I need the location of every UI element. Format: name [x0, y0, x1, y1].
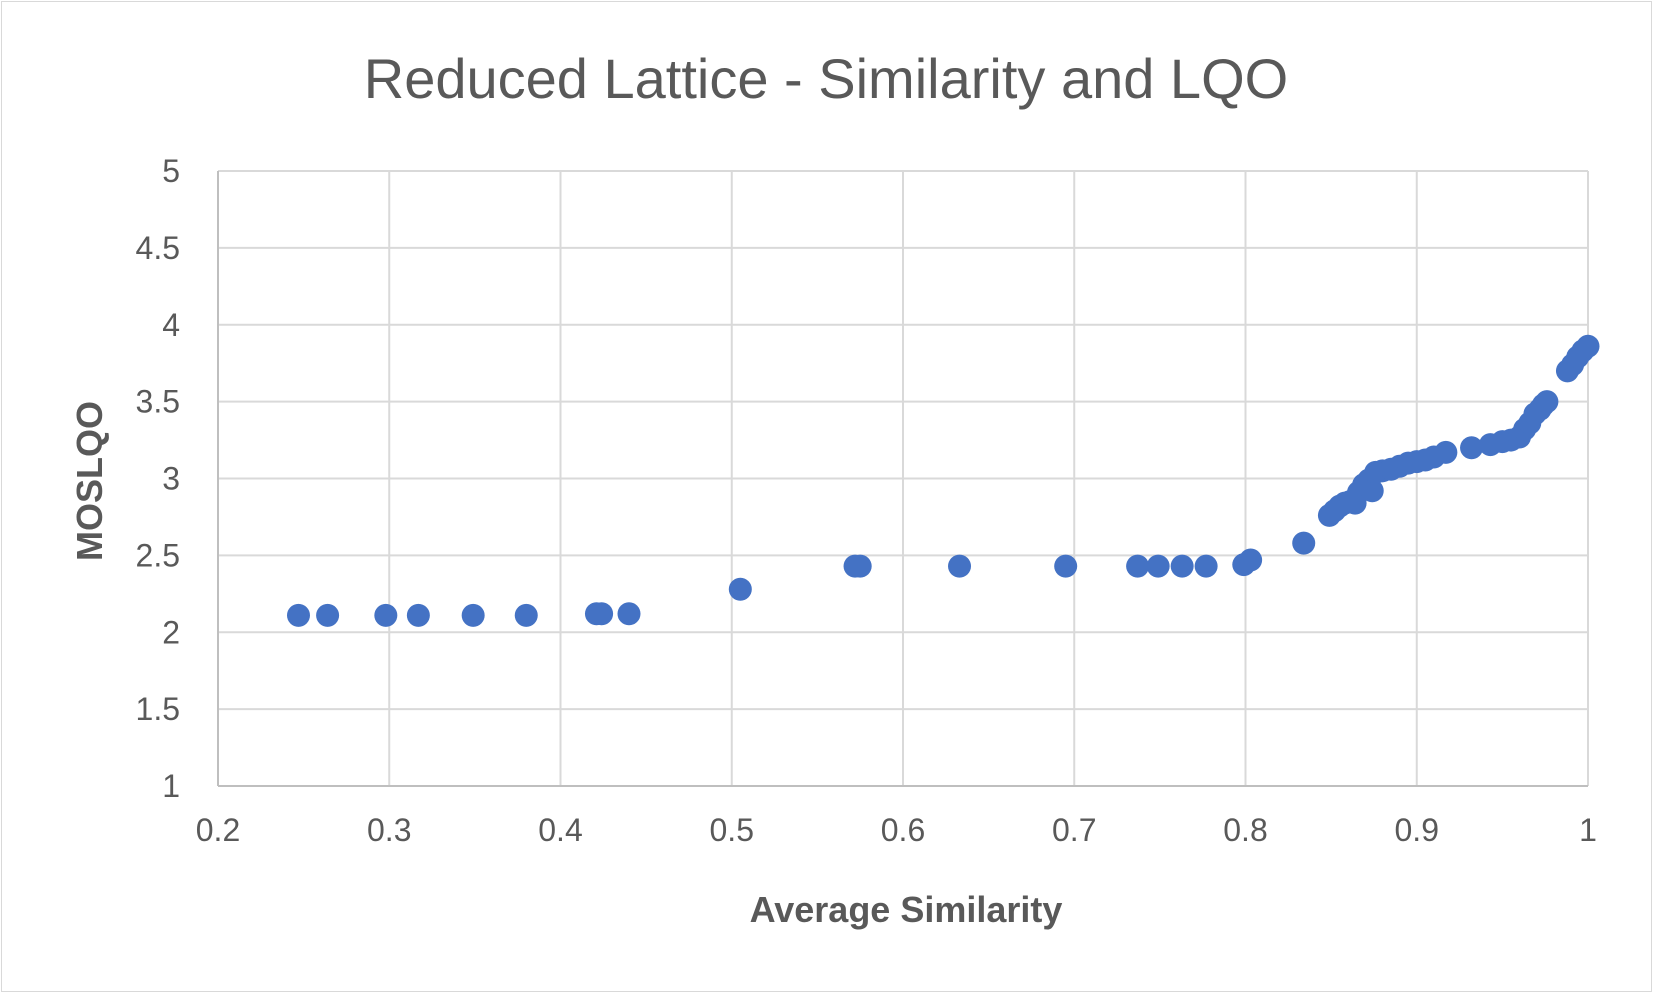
- y-tick-label: 1: [162, 768, 180, 804]
- y-tick-label: 4: [162, 307, 180, 343]
- data-point: [1434, 440, 1458, 464]
- x-tick-label: 0.3: [367, 812, 411, 848]
- data-point: [1535, 390, 1559, 414]
- data-point: [1170, 554, 1194, 578]
- data-point: [1576, 334, 1600, 358]
- data-point: [461, 603, 485, 627]
- data-point: [1146, 554, 1170, 578]
- y-tick-label: 2.5: [136, 537, 180, 573]
- axes: [217, 171, 1588, 787]
- data-point: [948, 554, 972, 578]
- data-point: [1460, 436, 1484, 460]
- x-tick-label: 0.7: [1052, 812, 1096, 848]
- data-point: [1194, 554, 1218, 578]
- y-tick-label: 5: [162, 153, 180, 189]
- data-point: [848, 554, 872, 578]
- x-tick-labels: 0.2 0.3 0.4 0.5 0.6 0.7 0.8 0.9 1: [196, 812, 1597, 848]
- x-tick-label: 0.9: [1395, 812, 1439, 848]
- x-tick-label: 0.2: [196, 812, 240, 848]
- y-tick-labels: 1 1.5 2 2.5 3 3.5 4 4.5 5: [136, 153, 180, 804]
- x-tick-label: 0.8: [1223, 812, 1267, 848]
- data-point: [1054, 554, 1078, 578]
- data-point: [514, 603, 538, 627]
- x-tick-label: 0.6: [881, 812, 925, 848]
- data-point: [1360, 479, 1384, 503]
- y-tick-label: 2: [162, 614, 180, 650]
- data-point: [316, 603, 340, 627]
- x-tick-label: 1: [1579, 812, 1597, 848]
- data-point: [1126, 554, 1150, 578]
- y-axis-title: MOSLQO: [69, 401, 110, 561]
- data-points: [286, 334, 1600, 627]
- y-tick-label: 3.5: [136, 384, 180, 420]
- x-tick-label: 0.5: [710, 812, 754, 848]
- x-tick-label: 0.4: [538, 812, 582, 848]
- data-point: [617, 602, 641, 626]
- data-point: [1239, 548, 1263, 572]
- data-point: [406, 603, 430, 627]
- data-point: [1292, 531, 1316, 555]
- chart-title: Reduced Lattice - Similarity and LQO: [364, 47, 1288, 110]
- data-point: [374, 603, 398, 627]
- data-point: [286, 603, 310, 627]
- y-tick-label: 4.5: [136, 230, 180, 266]
- data-point: [590, 602, 614, 626]
- y-tick-label: 3: [162, 461, 180, 497]
- data-point: [728, 577, 752, 601]
- x-axis-title: Average Similarity: [750, 889, 1063, 930]
- y-tick-label: 1.5: [136, 691, 180, 727]
